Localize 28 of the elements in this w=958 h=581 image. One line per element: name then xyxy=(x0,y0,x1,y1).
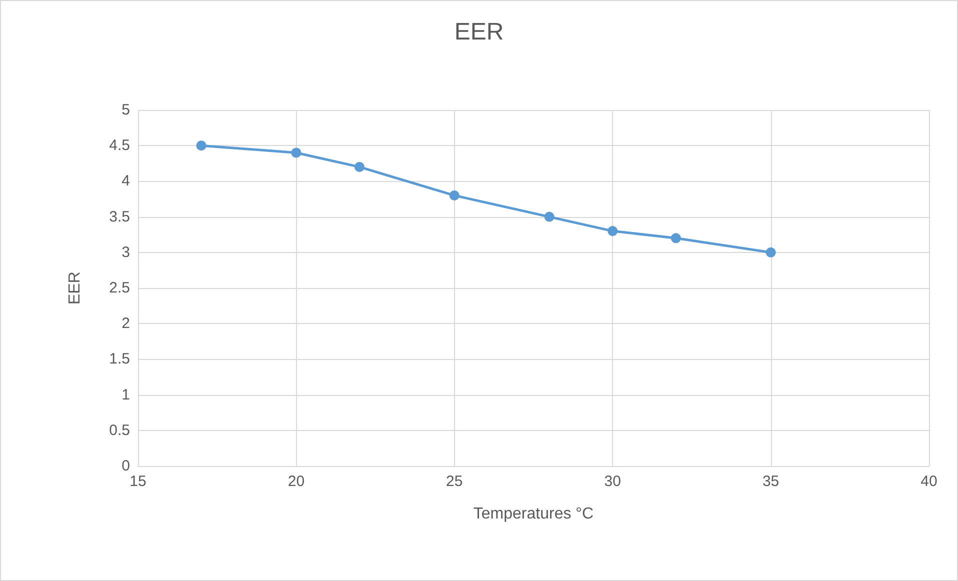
point xyxy=(766,247,776,258)
x-tick-label: 30 xyxy=(604,473,621,490)
y-tick-label: 3 xyxy=(122,244,130,261)
y-tick-label: 4.5 xyxy=(109,137,130,154)
y-tick-label: 0 xyxy=(122,458,130,474)
y-tick-label: 2.5 xyxy=(109,280,130,296)
point xyxy=(196,140,206,151)
x-tick-label: 40 xyxy=(920,473,938,490)
y-tick-label: 1 xyxy=(122,386,130,404)
x-axis-title: Temperatures °C xyxy=(473,506,594,522)
y-tick-label: 1.5 xyxy=(109,350,130,368)
y-axis-title: EER xyxy=(66,272,84,304)
point xyxy=(544,212,554,222)
y-tick-label: 2 xyxy=(122,315,130,332)
point xyxy=(354,162,364,172)
chart-title: EER xyxy=(454,18,504,46)
point xyxy=(449,190,460,200)
y-tick-label: 4 xyxy=(122,172,130,190)
y-tick-label: 5 xyxy=(122,102,130,118)
x-tick-label: 15 xyxy=(130,473,146,490)
x-tick-label: 25 xyxy=(446,473,463,490)
point xyxy=(291,148,302,158)
x-tick-label: 20 xyxy=(288,473,305,490)
y-tick-label: 0.5 xyxy=(109,422,130,439)
y-tick-label: 3.5 xyxy=(109,208,130,226)
x-tick-label: 35 xyxy=(762,473,780,490)
point xyxy=(608,226,618,236)
point xyxy=(670,233,681,244)
